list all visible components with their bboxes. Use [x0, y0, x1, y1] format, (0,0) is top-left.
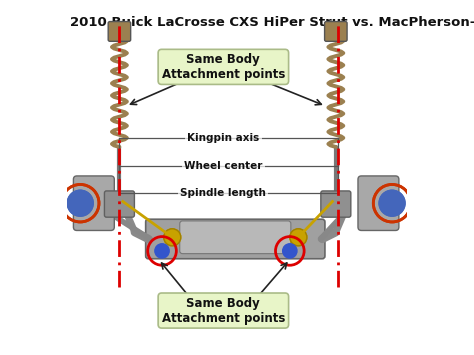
Text: Wheel center: Wheel center: [184, 161, 263, 171]
Text: Same Body
Attachment points: Same Body Attachment points: [162, 53, 285, 81]
FancyBboxPatch shape: [180, 221, 291, 253]
Circle shape: [67, 190, 93, 216]
FancyBboxPatch shape: [73, 176, 114, 230]
Circle shape: [164, 229, 181, 246]
FancyBboxPatch shape: [104, 191, 135, 217]
Text: 2010 Buick LaCrosse CXS HiPer Strut vs. MacPherson-Strut Front Suspension: 2010 Buick LaCrosse CXS HiPer Strut vs. …: [70, 16, 474, 29]
FancyBboxPatch shape: [325, 22, 347, 41]
Text: Spindle length: Spindle length: [181, 188, 266, 198]
Circle shape: [290, 229, 307, 246]
Circle shape: [379, 190, 405, 216]
FancyBboxPatch shape: [146, 219, 325, 259]
Circle shape: [379, 190, 405, 216]
Circle shape: [67, 190, 93, 216]
Text: Kingpin axis: Kingpin axis: [187, 133, 259, 143]
Text: Same Body
Attachment points: Same Body Attachment points: [162, 296, 285, 324]
FancyBboxPatch shape: [321, 191, 351, 217]
Circle shape: [283, 244, 297, 258]
FancyBboxPatch shape: [358, 176, 399, 230]
FancyBboxPatch shape: [108, 22, 131, 41]
Circle shape: [155, 244, 169, 258]
